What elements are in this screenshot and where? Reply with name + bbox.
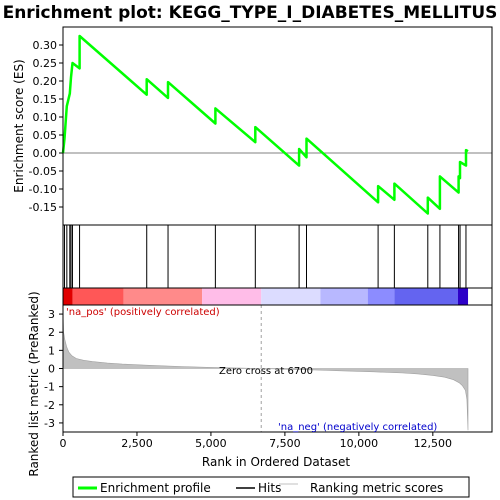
zero-cross-label: Zero cross at 6700 [219,366,313,377]
colorbar-segment [63,288,73,305]
legend-box [72,476,470,498]
hits-panel [62,224,493,289]
rank-ytick-label: -1 [44,381,55,394]
legend-label-ranking: Ranking metric scores [310,481,443,495]
es-plot-area [63,27,492,225]
xtick-label: 10,000 [340,437,379,450]
es-ytick-label: -0.05 [29,165,57,178]
es-ytick-label: 0.15 [33,93,58,106]
x-axis: 0 2,500 5,000 7,500 10,000 12,500 [60,432,453,450]
rank-ylabel: Ranked list metric (PreRanked) [27,291,41,476]
xtick-label: 12,500 [414,437,453,450]
rank-ytick-label: 3 [48,308,55,321]
es-panel: -0.15 -0.10 -0.05 0.00 0.05 0.10 0.15 0.20 0.25 0… [29,26,493,226]
es-ytick-label: -0.10 [29,183,57,196]
legend-label-enrichment: Enrichment profile [100,481,211,495]
legend: Enrichment profile Hits Ranking metric s… [72,476,470,498]
colorbar-segment [261,288,321,305]
es-ytick-label: 0.20 [33,75,58,88]
legend-label-hits: Hits [258,481,281,495]
colorbar-segment [394,288,458,305]
colorbar-panel [62,287,493,306]
es-ytick-label: 0.05 [33,129,58,142]
colorbar-segment [367,288,395,305]
pos-label: 'na_pos' (positively correlated) [66,307,220,318]
rank-ytick-label: 2 [48,326,55,339]
es-ylabel: Enrichment score (ES) [12,59,26,192]
colorbar-segment [457,288,469,305]
xtick-label: 2,500 [121,437,153,450]
neg-label: 'na_neg' (negatively correlated) [278,422,437,433]
enrichment-profile-line [61,34,469,215]
rank-ytick-label: -3 [44,417,55,430]
es-ytick-label: 0.25 [33,57,58,70]
xtick-label: 7,500 [269,437,301,450]
xtick-label: 5,000 [195,437,227,450]
hits-frame [62,224,493,289]
es-ytick-label: 0.10 [33,111,58,124]
colorbar-segment [202,288,262,305]
ranking-metric-area [62,312,469,431]
rank-ytick-label: 1 [48,344,55,357]
colorbar-segment [72,288,124,305]
x-axis-label: Rank in Ordered Dataset [202,455,350,469]
es-ytick-label: 0.00 [33,147,58,160]
colorbar-segment [320,288,368,305]
es-ytick-label: -0.15 [29,201,57,214]
xtick-label: 0 [60,437,67,450]
colorbar-segment [123,288,203,305]
chart-title: Enrichment plot: KEGG_TYPE_I_DIABETES_ME… [3,3,498,23]
rank-frame [62,304,493,433]
rank-panel: -3 -2 -1 0 1 2 3 [44,304,493,433]
rank-ytick-label: -2 [44,399,55,412]
es-ytick-label: 0.30 [33,39,58,52]
rank-ytick-label: 0 [48,363,55,376]
